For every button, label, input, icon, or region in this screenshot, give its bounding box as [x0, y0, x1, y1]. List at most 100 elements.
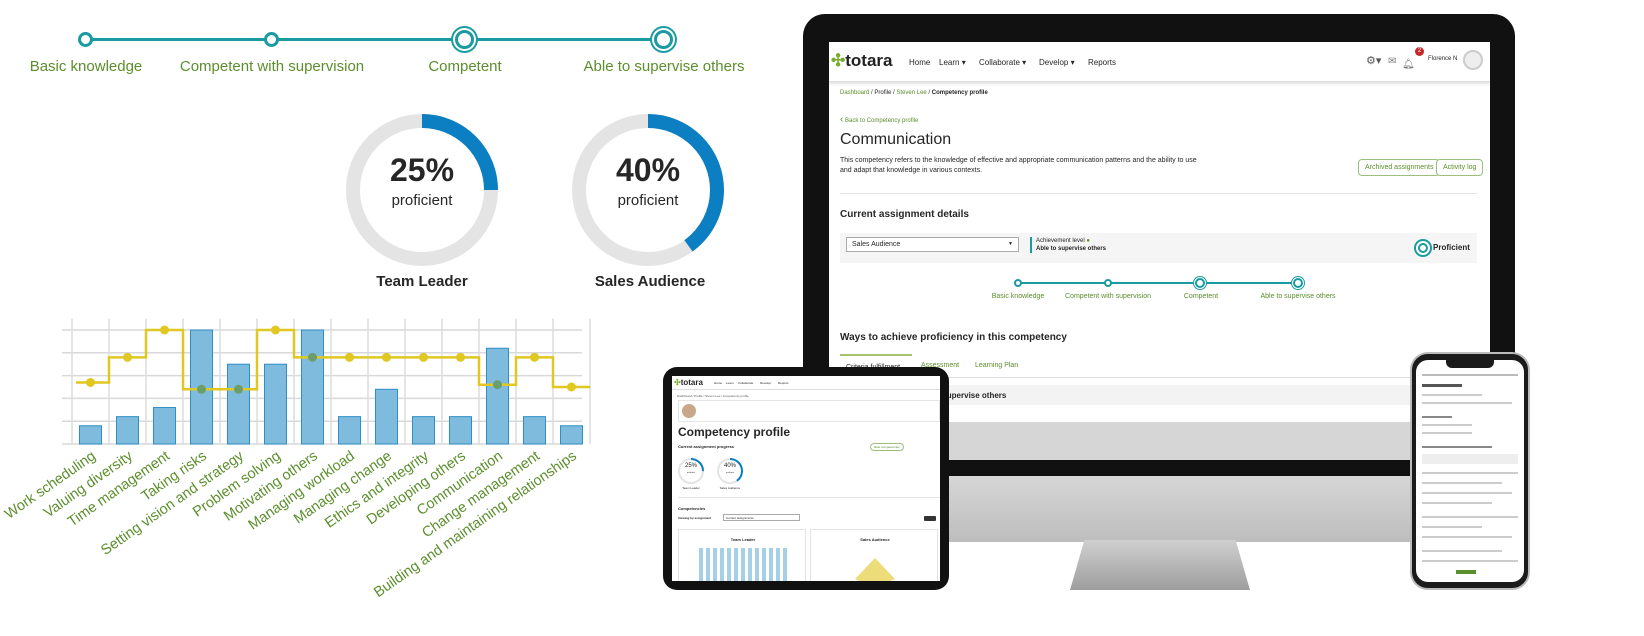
page-title: Competency profile [678, 425, 791, 439]
phone-submit-button[interactable] [1456, 570, 1476, 574]
breadcrumb: Dashboard / Profile / Steven Lee / Compe… [840, 90, 988, 96]
donut-sub: proficient [686, 472, 696, 474]
tablet-nav: ✣totara Home Learn Collaborate Develop R… [672, 376, 940, 390]
nav-develop[interactable]: Develop ▾ [1039, 58, 1075, 67]
tablet-donuts [678, 458, 743, 484]
scale-label: Able to supervise others [1260, 293, 1336, 300]
info-icon[interactable]: ● [1086, 238, 1090, 244]
assignment-select[interactable]: Sales Audience ▼ [846, 237, 1019, 252]
totara-logo[interactable]: ✣totara [674, 378, 703, 387]
phone-line [1422, 482, 1502, 484]
breadcrumb-user[interactable]: Steven Lee [896, 90, 927, 96]
view-toggle[interactable] [924, 516, 936, 521]
divider [678, 497, 940, 498]
scale-node [264, 32, 279, 47]
viewing-label: Viewing by assignment [678, 516, 712, 520]
phone-line [1422, 472, 1518, 474]
scale-node-achieved [455, 30, 474, 49]
archived-assignments-button[interactable]: Archived assignments [1358, 159, 1441, 176]
line-point [123, 352, 132, 362]
breadcrumb-dashboard[interactable]: Dashboard [840, 90, 870, 96]
scale-node [78, 32, 93, 47]
nav-reports[interactable]: Reports [1088, 58, 1117, 67]
breadcrumb-current: Competency profile [931, 90, 988, 96]
donut-progress [717, 458, 743, 484]
scale-label: Competent with supervision [179, 58, 365, 75]
bar [486, 347, 509, 445]
chevron-down-icon: ▼ [1008, 241, 1013, 247]
phone-line [1422, 432, 1472, 434]
bar [560, 425, 583, 445]
phone-line [1422, 416, 1452, 418]
donut-sub: proficient [391, 192, 453, 209]
bell-icon[interactable]: 🔔︎ [1402, 59, 1415, 70]
phone-block [1422, 454, 1518, 464]
line-point [308, 352, 317, 362]
nav-learn[interactable]: Learn ▾ [939, 58, 966, 67]
rate-competencies-button[interactable]: Rate competencies [870, 443, 904, 451]
nav-collaborate[interactable]: Collaborate ▾ [979, 58, 1027, 67]
assignment-select[interactable]: Current assignments [723, 514, 800, 521]
proficient-icon [1418, 243, 1428, 253]
line-point [382, 352, 391, 362]
bar [79, 425, 102, 445]
line-point [419, 352, 428, 362]
donut-progress [572, 114, 724, 266]
scale-line [1018, 282, 1298, 284]
line-point [86, 377, 95, 387]
bar [375, 388, 398, 445]
totara-logo[interactable]: ✣totara [831, 51, 893, 70]
card-team-leader: Team Leader [678, 529, 806, 581]
avatar[interactable] [1463, 50, 1483, 70]
nav-develop[interactable]: Develop [760, 381, 772, 385]
mini-radar-chart [855, 558, 895, 581]
phone-line [1422, 374, 1518, 376]
section-heading: Current assignment progress [678, 444, 735, 449]
breadcrumb: Dashboard / Profile / Steven Lee / Compe… [677, 394, 749, 398]
criteria-row[interactable]: Able to supervise others [840, 385, 1477, 405]
scale-node-achieved [654, 30, 673, 49]
donut-percent: 25% [684, 463, 698, 469]
phone-line [1422, 536, 1512, 538]
donut-name: Team Leader [682, 486, 700, 490]
monitor-stand [1070, 540, 1250, 590]
bar [412, 416, 435, 445]
nav-home[interactable]: Home [714, 381, 723, 385]
nav-home[interactable]: Home [909, 58, 931, 67]
line-point [234, 384, 243, 394]
donut-charts [346, 114, 724, 266]
user-name[interactable]: Florence N [1428, 56, 1458, 62]
section-heading: Current assignment details [840, 209, 969, 220]
scale-node-achieved [1293, 278, 1303, 288]
donut-percent: 25% [389, 152, 455, 188]
section-heading: Ways to achieve proficiency in this comp… [840, 332, 1067, 343]
gear-icon[interactable]: ⚙▾ [1366, 55, 1382, 67]
mail-icon[interactable]: ✉ [1388, 56, 1397, 67]
phone-notch [1446, 360, 1494, 368]
scale-label: Competent [428, 58, 502, 75]
donut-sub: proficient [725, 472, 735, 474]
back-link[interactable]: ‹ Back to Competency profile [840, 114, 919, 125]
phone-line [1422, 550, 1502, 552]
achievement-level: Achievement level ● Able to supervise oth… [1030, 237, 1106, 253]
donut-percent: 40% [723, 463, 737, 469]
scale-line [85, 38, 663, 41]
phone-line [1422, 526, 1482, 528]
tab-divider [840, 377, 1477, 378]
scale-node [1104, 279, 1112, 287]
line-point [345, 352, 354, 362]
line-point [530, 352, 539, 362]
activity-log-button[interactable]: Activity log [1436, 159, 1484, 176]
tab-assessment[interactable]: Assessment [921, 362, 960, 369]
nav-learn[interactable]: Learn [726, 381, 734, 385]
phone-line [1422, 492, 1512, 494]
tab-learning-plan[interactable]: Learning Plan [975, 362, 1019, 369]
breadcrumb-profile[interactable]: Profile [874, 90, 892, 96]
nav-reports[interactable]: Reports [778, 381, 789, 385]
scale-label: Basic knowledge [29, 58, 143, 75]
nav-collaborate[interactable]: Collaborate [738, 381, 754, 385]
line-point [271, 325, 280, 335]
phone-line [1422, 424, 1472, 426]
donut-name: Sales Audience [719, 486, 741, 490]
